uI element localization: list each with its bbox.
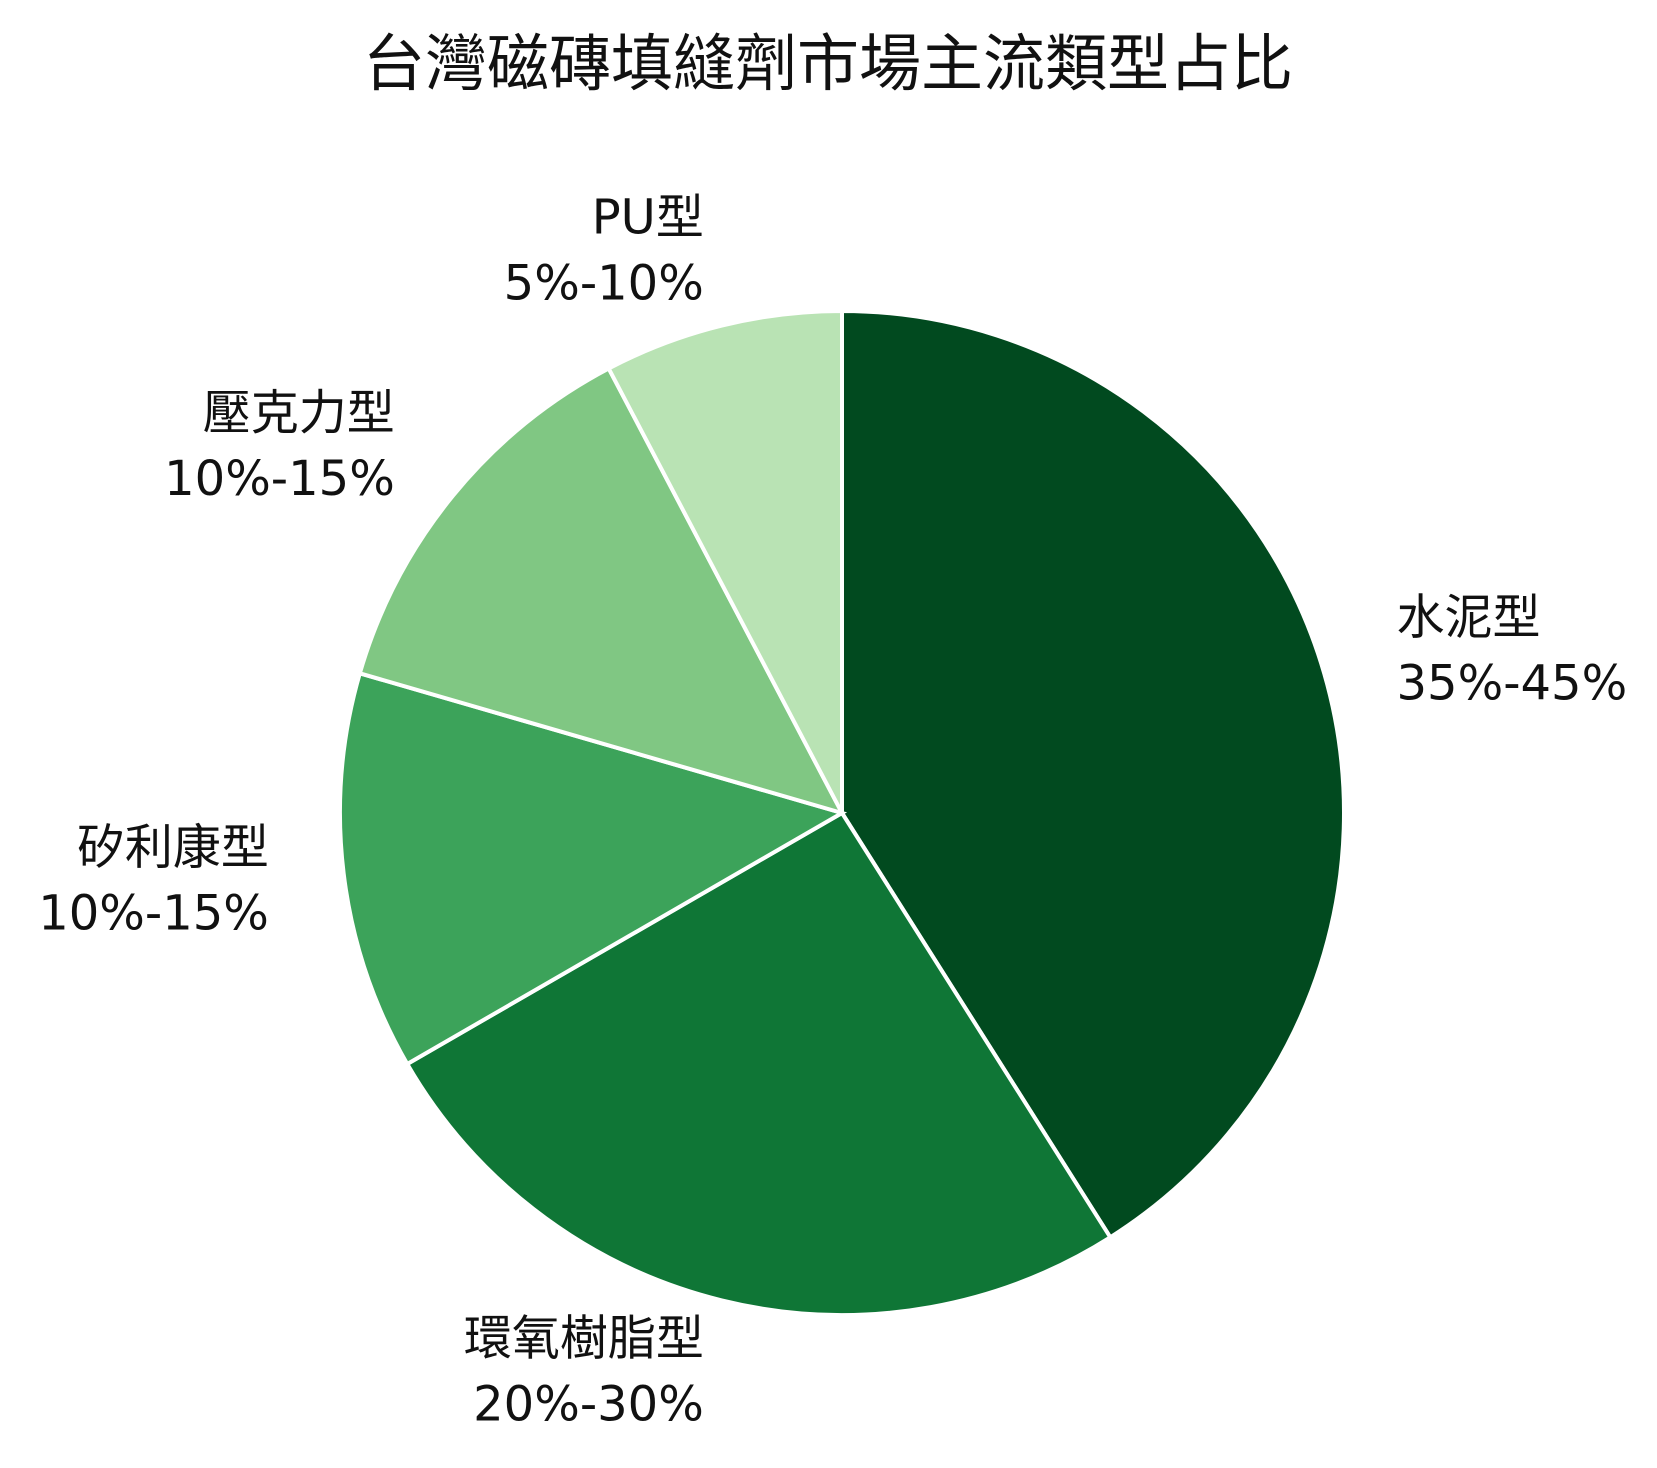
slice-label: PU型 (592, 189, 704, 245)
slice-value-label: 10%-15% (164, 451, 395, 507)
slice-label: 矽利康型 (77, 820, 269, 876)
slice-label: 壓克力型 (203, 385, 395, 441)
pie-slice (338, 670, 848, 1067)
slice-value-label: 35%-45% (1397, 655, 1628, 711)
slice-label: 環氧樹脂型 (464, 1311, 704, 1367)
pie-slice (606, 308, 844, 814)
pie-slice (357, 365, 846, 817)
chart-title: 台灣磁磚填縫劑市場主流類型占比 (363, 27, 1293, 100)
pie-slice (404, 810, 1114, 1317)
slice-label: 水泥型 (1397, 589, 1541, 645)
slice-value-label: 10%-15% (38, 886, 269, 942)
slice-value-label: 20%-30% (473, 1377, 704, 1433)
pie-slice (840, 308, 1346, 1241)
slice-value-label: 5%-10% (504, 255, 704, 311)
